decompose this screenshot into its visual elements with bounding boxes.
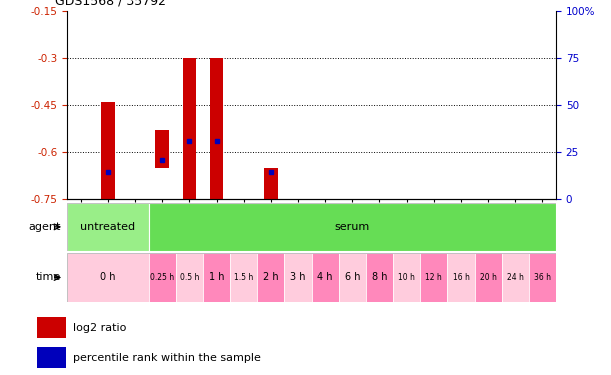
Text: 10 h: 10 h (398, 273, 415, 282)
Bar (101, 102, 115, 199)
Bar (183, 58, 196, 199)
Bar (230, 253, 257, 302)
Bar (529, 253, 556, 302)
Text: 24 h: 24 h (507, 273, 524, 282)
Bar (37, 317, 66, 338)
Bar (502, 253, 529, 302)
Text: 12 h: 12 h (425, 273, 442, 282)
Text: 0.5 h: 0.5 h (180, 273, 199, 282)
Bar (312, 253, 338, 302)
Text: log2 ratio: log2 ratio (73, 323, 126, 333)
Bar (203, 253, 230, 302)
Bar (257, 253, 285, 302)
Text: time: time (36, 273, 61, 282)
Text: 6 h: 6 h (345, 273, 360, 282)
Text: 0 h: 0 h (100, 273, 115, 282)
Text: 0.25 h: 0.25 h (150, 273, 174, 282)
Text: serum: serum (335, 222, 370, 232)
Bar (420, 253, 447, 302)
Bar (447, 253, 475, 302)
Bar (210, 58, 224, 199)
Bar (366, 253, 393, 302)
Bar (264, 168, 277, 199)
Text: GDS1568 / 35792: GDS1568 / 35792 (55, 0, 166, 8)
Bar (475, 253, 502, 302)
Text: 16 h: 16 h (453, 273, 469, 282)
Bar (285, 253, 312, 302)
Bar (148, 253, 176, 302)
Bar (67, 253, 148, 302)
Text: 2 h: 2 h (263, 273, 279, 282)
Bar (67, 202, 148, 251)
Text: 4 h: 4 h (318, 273, 333, 282)
Text: untreated: untreated (81, 222, 136, 232)
Text: 20 h: 20 h (480, 273, 497, 282)
Bar (155, 130, 169, 168)
Text: agent: agent (29, 222, 61, 232)
Bar (176, 253, 203, 302)
Text: 36 h: 36 h (534, 273, 551, 282)
Text: 8 h: 8 h (371, 273, 387, 282)
Text: 1 h: 1 h (209, 273, 224, 282)
Bar (37, 347, 66, 368)
Text: 3 h: 3 h (290, 273, 306, 282)
Bar (393, 253, 420, 302)
Bar (338, 253, 366, 302)
Text: 1.5 h: 1.5 h (234, 273, 254, 282)
Text: percentile rank within the sample: percentile rank within the sample (73, 353, 261, 363)
Bar (148, 202, 556, 251)
